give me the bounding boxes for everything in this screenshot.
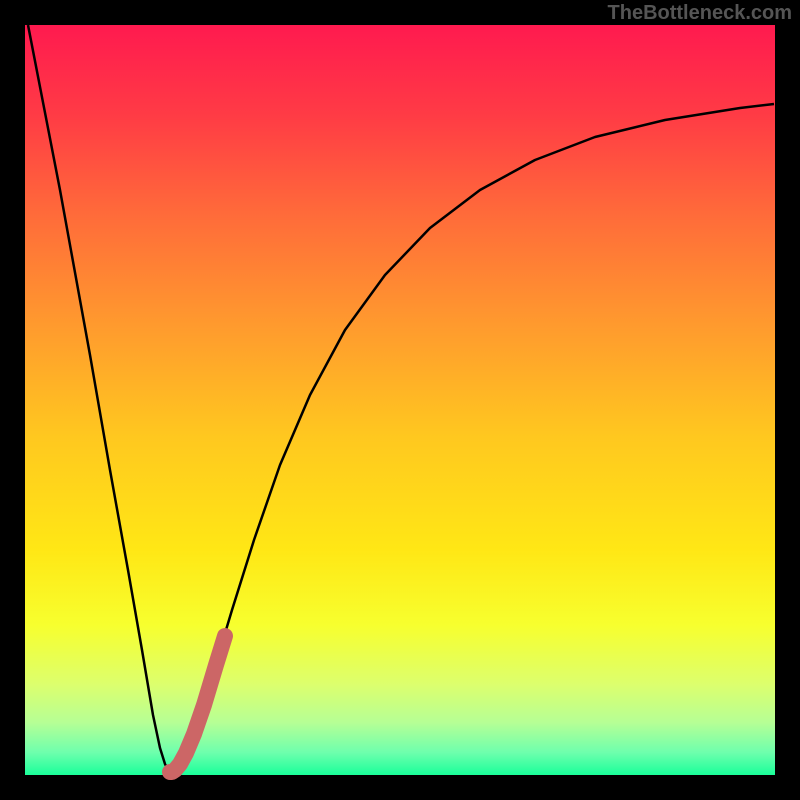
bottleneck-chart — [0, 0, 800, 800]
watermark-text: TheBottleneck.com — [608, 2, 792, 25]
plot-background — [25, 25, 775, 775]
